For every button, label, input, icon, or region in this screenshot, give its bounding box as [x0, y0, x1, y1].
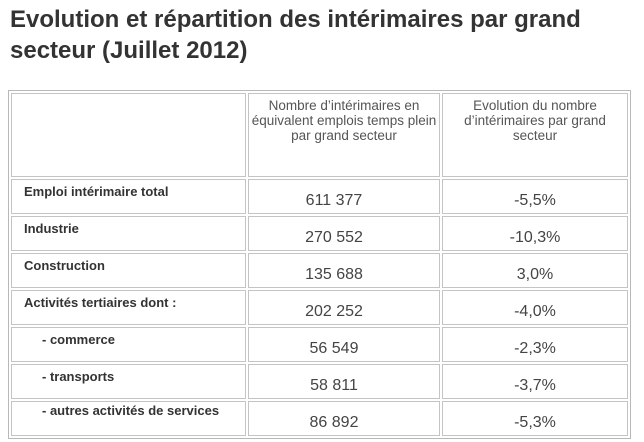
row-evolution: -5,3% [514, 414, 556, 431]
table-row: - transports 58 811 -3,7% [11, 364, 628, 399]
table-row: Construction 135 688 3,0% [11, 253, 628, 288]
row-label-cell: Emploi intérimaire total [11, 179, 246, 214]
row-evolution: -3,7% [514, 377, 556, 394]
row-label-cell: Industrie [11, 216, 246, 251]
row-evolution-cell: -3,7% [442, 364, 628, 399]
row-evolution-cell: -4,0% [442, 290, 628, 325]
row-count-cell: 270 552 [248, 216, 440, 251]
header-evolution-cell: Evolution du nombre d’intérimaires par g… [442, 93, 628, 177]
header-evolution: Evolution du nombre d’intérimaires par g… [464, 98, 606, 143]
table-row: - commerce 56 549 -2,3% [11, 327, 628, 362]
row-count: 58 811 [310, 377, 358, 394]
row-count-cell: 202 252 [248, 290, 440, 325]
row-count: 611 377 [305, 192, 363, 209]
row-label-cell: - transports [11, 364, 246, 399]
row-evolution-cell: 3,0% [442, 253, 628, 288]
header-count-cell: Nombre d’intérimaires en équivalent empl… [248, 93, 440, 177]
row-count: 202 252 [305, 303, 363, 320]
row-label-cell: - commerce [11, 327, 246, 362]
row-count: 270 552 [305, 229, 363, 246]
row-count-cell: 135 688 [248, 253, 440, 288]
row-count-cell: 86 892 [248, 401, 440, 436]
row-count: 86 892 [309, 414, 359, 431]
row-label-cell: Activités tertiaires dont : [11, 290, 246, 325]
row-count: 56 549 [309, 340, 359, 357]
header-label [12, 94, 245, 98]
row-count: 135 688 [305, 266, 363, 283]
page-title: Evolution et répartition des intérimaire… [10, 6, 581, 64]
row-count-cell: 56 549 [248, 327, 440, 362]
interim-sector-table: Nombre d’intérimaires en équivalent empl… [8, 90, 631, 439]
row-evolution: -4,0% [514, 303, 556, 320]
row-label: - transports [42, 369, 115, 384]
row-label: Emploi intérimaire total [24, 184, 169, 199]
row-label: Construction [24, 258, 105, 273]
row-count-cell: 611 377 [248, 179, 440, 214]
row-evolution: -5,5% [514, 192, 556, 209]
row-evolution-cell: -5,5% [442, 179, 628, 214]
row-label: Industrie [24, 221, 79, 236]
row-label: - autres activités de services [42, 403, 220, 418]
row-evolution: -10,3% [509, 229, 561, 246]
row-evolution: 3,0% [516, 266, 554, 283]
table-header-row: Nombre d’intérimaires en équivalent empl… [11, 93, 628, 177]
table-row: Activités tertiaires dont : 202 252 -4,0… [11, 290, 628, 325]
row-count-cell: 58 811 [248, 364, 440, 399]
header-count: Nombre d’intérimaires en équivalent empl… [251, 98, 437, 143]
row-label-cell: Construction [11, 253, 246, 288]
table-row: Emploi intérimaire total 611 377 -5,5% [11, 179, 628, 214]
header-label-cell [11, 93, 246, 177]
row-label: Activités tertiaires dont : [24, 295, 177, 310]
row-evolution-cell: -2,3% [442, 327, 628, 362]
row-label-cell: - autres activités de services [11, 401, 246, 436]
row-evolution-cell: -5,3% [442, 401, 628, 436]
table-row: Industrie 270 552 -10,3% [11, 216, 628, 251]
row-label: - commerce [42, 332, 115, 347]
row-evolution-cell: -10,3% [442, 216, 628, 251]
table-row: - autres activités de services 86 892 -5… [11, 401, 628, 436]
row-evolution: -2,3% [514, 340, 556, 357]
